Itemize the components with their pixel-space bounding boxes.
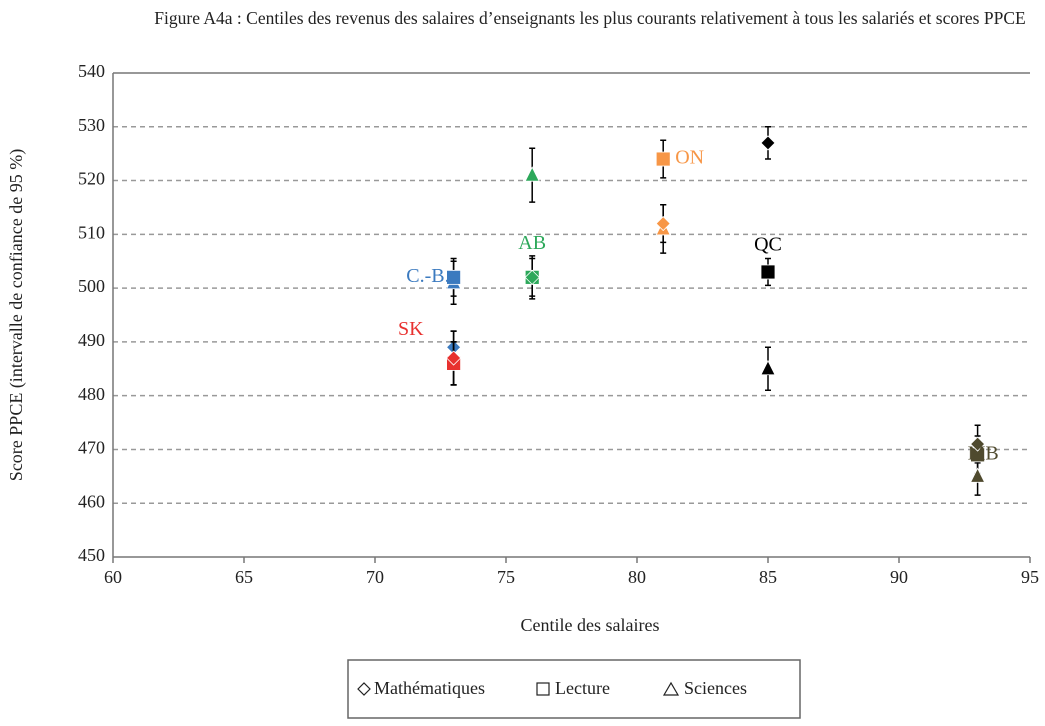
x-tick-label: 65 xyxy=(235,567,253,587)
x-tick-label: 75 xyxy=(497,567,515,587)
legend-triangle xyxy=(662,681,680,696)
square-marker xyxy=(655,151,671,167)
y-axis-title: Score PPCE (intervalle de confiance de 9… xyxy=(6,149,27,481)
x-tick-label: 90 xyxy=(890,567,908,587)
diamond-marker xyxy=(655,216,671,232)
y-tick-label: 490 xyxy=(78,330,105,350)
legend-label: Lecture xyxy=(555,678,610,698)
triangle-marker xyxy=(524,166,540,182)
legend-square xyxy=(536,682,550,696)
x-tick-label: 95 xyxy=(1021,567,1039,587)
point-label: ON xyxy=(675,147,704,169)
x-axis-title: Centile des salaires xyxy=(521,615,660,635)
diamond-marker xyxy=(970,436,986,452)
point-label: C.-B. xyxy=(406,265,449,287)
diamond-marker xyxy=(446,350,462,366)
x-tick-label: 80 xyxy=(628,567,646,587)
square-marker xyxy=(760,264,776,280)
y-tick-label: 540 xyxy=(78,61,105,81)
legend-diamond xyxy=(357,682,371,696)
y-tick-label: 450 xyxy=(78,545,105,565)
y-tick-label: 470 xyxy=(78,438,105,458)
square-marker xyxy=(446,269,462,285)
x-tick-label: 70 xyxy=(366,567,384,587)
point-label: AB xyxy=(518,232,546,254)
legend-label: Sciences xyxy=(684,678,747,698)
point-label: QC xyxy=(754,234,782,256)
y-tick-label: 480 xyxy=(78,384,105,404)
y-tick-label: 460 xyxy=(78,491,105,511)
y-tick-label: 510 xyxy=(78,222,105,242)
legend-box xyxy=(347,659,801,719)
chart-title: Figure A4a : Centiles des revenus des sa… xyxy=(154,8,1026,28)
y-tick-label: 530 xyxy=(78,115,105,135)
diamond-marker xyxy=(760,135,776,151)
legend-label: Mathématiques xyxy=(374,678,485,698)
x-tick-label: 85 xyxy=(759,567,777,587)
y-tick-label: 520 xyxy=(78,169,105,189)
y-tick-label: 500 xyxy=(78,276,105,296)
point-label: SK xyxy=(398,318,424,340)
triangle-marker xyxy=(760,359,776,376)
diamond-marker xyxy=(524,269,540,285)
x-tick-label: 60 xyxy=(104,567,122,587)
point-label: MB xyxy=(968,442,999,464)
triangle-marker xyxy=(969,467,986,483)
